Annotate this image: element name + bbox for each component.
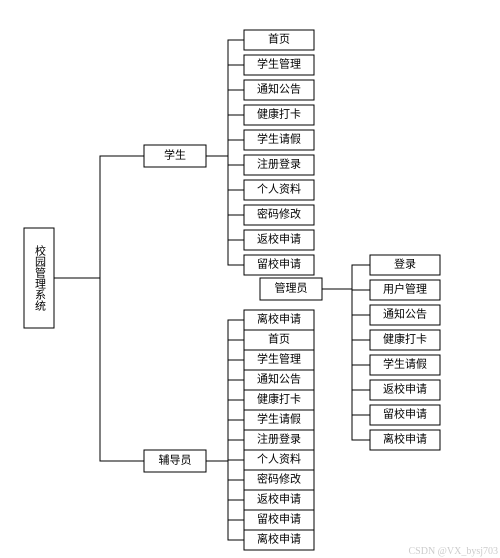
- tutor-item-11-label: 离校申请: [257, 532, 301, 546]
- connector: [322, 289, 370, 415]
- tutor-item-5-label: 学生请假: [257, 412, 301, 426]
- student-item-5-label: 注册登录: [257, 157, 301, 171]
- connector: [206, 461, 244, 520]
- tutor-item-8-label: 密码修改: [257, 472, 301, 486]
- hierarchy-diagram: 校园管理系统学生辅导员管理员首页学生管理通知公告健康打卡学生请假注册登录个人资料…: [0, 0, 500, 558]
- role-tutor-label: 辅导员: [159, 453, 192, 467]
- watermark: CSDN @VX_bysj703: [409, 546, 499, 557]
- tutor-item-6-label: 注册登录: [257, 432, 301, 446]
- role-admin-label: 管理员: [275, 281, 308, 295]
- admin-item-4-label: 学生请假: [383, 357, 427, 371]
- tutor-item-10-label: 留校申请: [257, 512, 301, 526]
- student-item-4-label: 学生请假: [257, 132, 301, 146]
- student-item-7-label: 密码修改: [257, 207, 301, 221]
- student-item-6-label: 个人资料: [257, 182, 301, 196]
- admin-item-2-label: 通知公告: [383, 307, 427, 321]
- connector: [206, 156, 244, 190]
- connector: [206, 461, 244, 480]
- admin-item-3-label: 健康打卡: [383, 332, 427, 346]
- connector: [206, 156, 244, 265]
- connector: [206, 90, 244, 156]
- connector: [206, 156, 244, 240]
- connector: [206, 400, 244, 461]
- connector: [322, 289, 370, 365]
- connector: [206, 115, 244, 156]
- admin-item-1-label: 用户管理: [383, 282, 427, 296]
- student-item-3-label: 健康打卡: [257, 107, 301, 121]
- connector: [206, 360, 244, 461]
- tutor-item-9-label: 返校申请: [257, 492, 301, 506]
- tutor-item-0-label: 离校申请: [257, 312, 301, 326]
- tutor-item-2-label: 学生管理: [257, 352, 301, 366]
- tutor-item-7-label: 个人资料: [257, 452, 301, 466]
- student-item-8-label: 返校申请: [257, 232, 301, 246]
- admin-item-6-label: 留校申请: [383, 407, 427, 421]
- tutor-item-1-label: 首页: [268, 332, 290, 346]
- student-item-9-label: 留校申请: [257, 257, 301, 271]
- student-item-0-label: 首页: [268, 32, 290, 46]
- connector: [206, 40, 244, 156]
- connector: [206, 140, 244, 156]
- admin-item-5-label: 返校申请: [383, 382, 427, 396]
- connector: [206, 156, 244, 165]
- admin-item-7-label: 离校申请: [383, 432, 427, 446]
- connector: [54, 156, 144, 278]
- student-item-2-label: 通知公告: [257, 82, 301, 96]
- connector: [206, 65, 244, 156]
- role-student-label: 学生: [164, 148, 186, 162]
- connector: [206, 440, 244, 461]
- root-node-label: 校园管理系统: [33, 244, 46, 311]
- tutor-item-3-label: 通知公告: [257, 372, 301, 386]
- tutor-item-4-label: 健康打卡: [257, 392, 301, 406]
- admin-item-0-label: 登录: [394, 257, 416, 271]
- student-item-1-label: 学生管理: [257, 57, 301, 71]
- connector: [322, 265, 370, 289]
- connector: [322, 289, 370, 315]
- connector: [54, 278, 144, 461]
